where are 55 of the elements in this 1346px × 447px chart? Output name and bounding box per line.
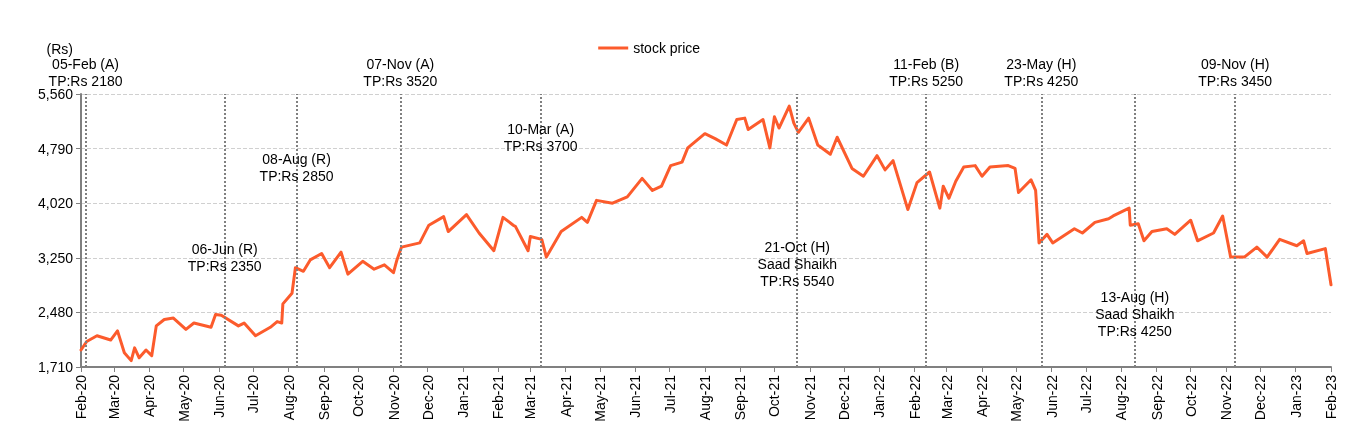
- x-tick-label: Aug-21: [696, 374, 713, 421]
- y-tick-label: 3,250: [37, 249, 74, 266]
- x-tick-label: Feb-23: [1323, 374, 1339, 420]
- legend-label: stock price: [633, 40, 701, 56]
- ref-line-label: 08-Aug (R) TP:Rs 2850: [259, 150, 334, 184]
- ref-line-label: 10-Mar (A) TP:Rs 3700: [503, 120, 578, 154]
- x-tick-label: Jan-22: [871, 374, 888, 418]
- x-tick-label: Jul-20: [245, 374, 262, 414]
- x-tick-label: Nov-21: [801, 374, 818, 421]
- x-tick-label: Nov-20: [385, 374, 402, 421]
- x-tick-label: Jun-21: [627, 374, 644, 418]
- ref-line-label: 07-Nov (A) TP:Rs 3520: [363, 55, 438, 89]
- x-tick-label: Jan-21: [455, 374, 472, 418]
- x-tick-label: Oct-22: [1182, 374, 1199, 418]
- x-tick-label: Sep-22: [1148, 374, 1165, 421]
- x-tick-label: Oct-20: [350, 374, 367, 418]
- x-tick-label: Jul-22: [1077, 374, 1094, 414]
- ref-line-label: 09-Nov (H) TP:Rs 3450: [1198, 55, 1273, 89]
- line-series: [79, 104, 1333, 363]
- y-axis-title: (Rs): [46, 41, 73, 57]
- x-tick-label: Dec-20: [419, 374, 436, 421]
- x-tick-label: Aug-20: [280, 374, 297, 421]
- x-tick-label: Apr-22: [974, 374, 990, 418]
- x-tick-label: Dec-22: [1252, 374, 1269, 421]
- y-tick-label: 4,790: [37, 140, 74, 157]
- x-tick-label: Mar-21: [522, 374, 539, 420]
- x-tick-label: Aug-22: [1113, 374, 1130, 421]
- x-tick-label: Nov-22: [1218, 374, 1235, 421]
- x-tick-label: Apr-20: [141, 374, 158, 418]
- x-tick-label: Oct-21: [766, 374, 783, 418]
- x-tick-label: Apr-21: [557, 374, 574, 418]
- x-tick-label: Jun-20: [211, 374, 227, 418]
- x-tick-label: Mar-20: [106, 374, 123, 420]
- x-tick-label: Mar-22: [938, 374, 955, 420]
- y-tick-label: 5,560: [37, 86, 74, 102]
- ref-line-label: 11-Feb (B) TP:Rs 5250: [889, 55, 964, 89]
- y-tick-label: 1,710: [37, 359, 74, 375]
- x-tick-label: May-20: [175, 374, 192, 422]
- y-tick-label: 2,480: [37, 304, 74, 321]
- ref-line-label: 23-May (H) TP:Rs 4250: [1004, 55, 1079, 89]
- x-tick-label: May-21: [591, 374, 608, 422]
- x-tick-label: Feb-21: [490, 374, 507, 420]
- ref-line-label: 21-Oct (H) Saad Shaikh TP:Rs 5540: [757, 238, 837, 289]
- x-tick-label: Feb-20: [73, 374, 89, 420]
- x-tick-label: Jan-23: [1287, 374, 1304, 418]
- x-tick-label: Sep-20: [315, 374, 332, 421]
- ref-line-label: 06-Jun (R) TP:Rs 2350: [187, 240, 262, 274]
- x-tick-label: Feb-22: [906, 374, 923, 420]
- x-tick-label: May-22: [1008, 374, 1025, 422]
- ref-line-label: 13-Aug (H) Saad Shaikh TP:Rs 4250: [1095, 288, 1175, 339]
- x-tick-label: Jul-21: [661, 374, 678, 414]
- x-tick-label: Sep-21: [732, 374, 749, 421]
- x-tick-label: Dec-21: [836, 374, 852, 421]
- x-tick-label: Jun-22: [1043, 374, 1060, 418]
- y-tick-label: 4,020: [37, 195, 74, 212]
